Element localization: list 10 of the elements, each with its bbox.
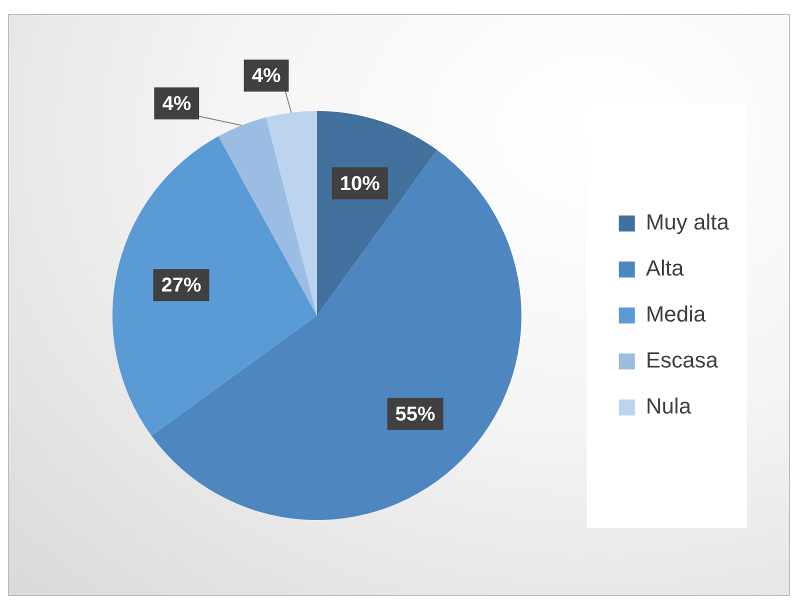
data-label: 55% <box>395 403 436 426</box>
legend-label: Alta <box>646 256 685 281</box>
data-label: 27% <box>161 274 202 297</box>
legend-label: Muy alta <box>646 210 730 235</box>
data-label: 4% <box>162 92 192 115</box>
data-label: 10% <box>340 172 380 195</box>
data-label: 4% <box>252 65 281 88</box>
legend-label: Escasa <box>646 348 719 373</box>
legend-label: Media <box>646 302 707 327</box>
legend-label: Nula <box>646 394 692 419</box>
